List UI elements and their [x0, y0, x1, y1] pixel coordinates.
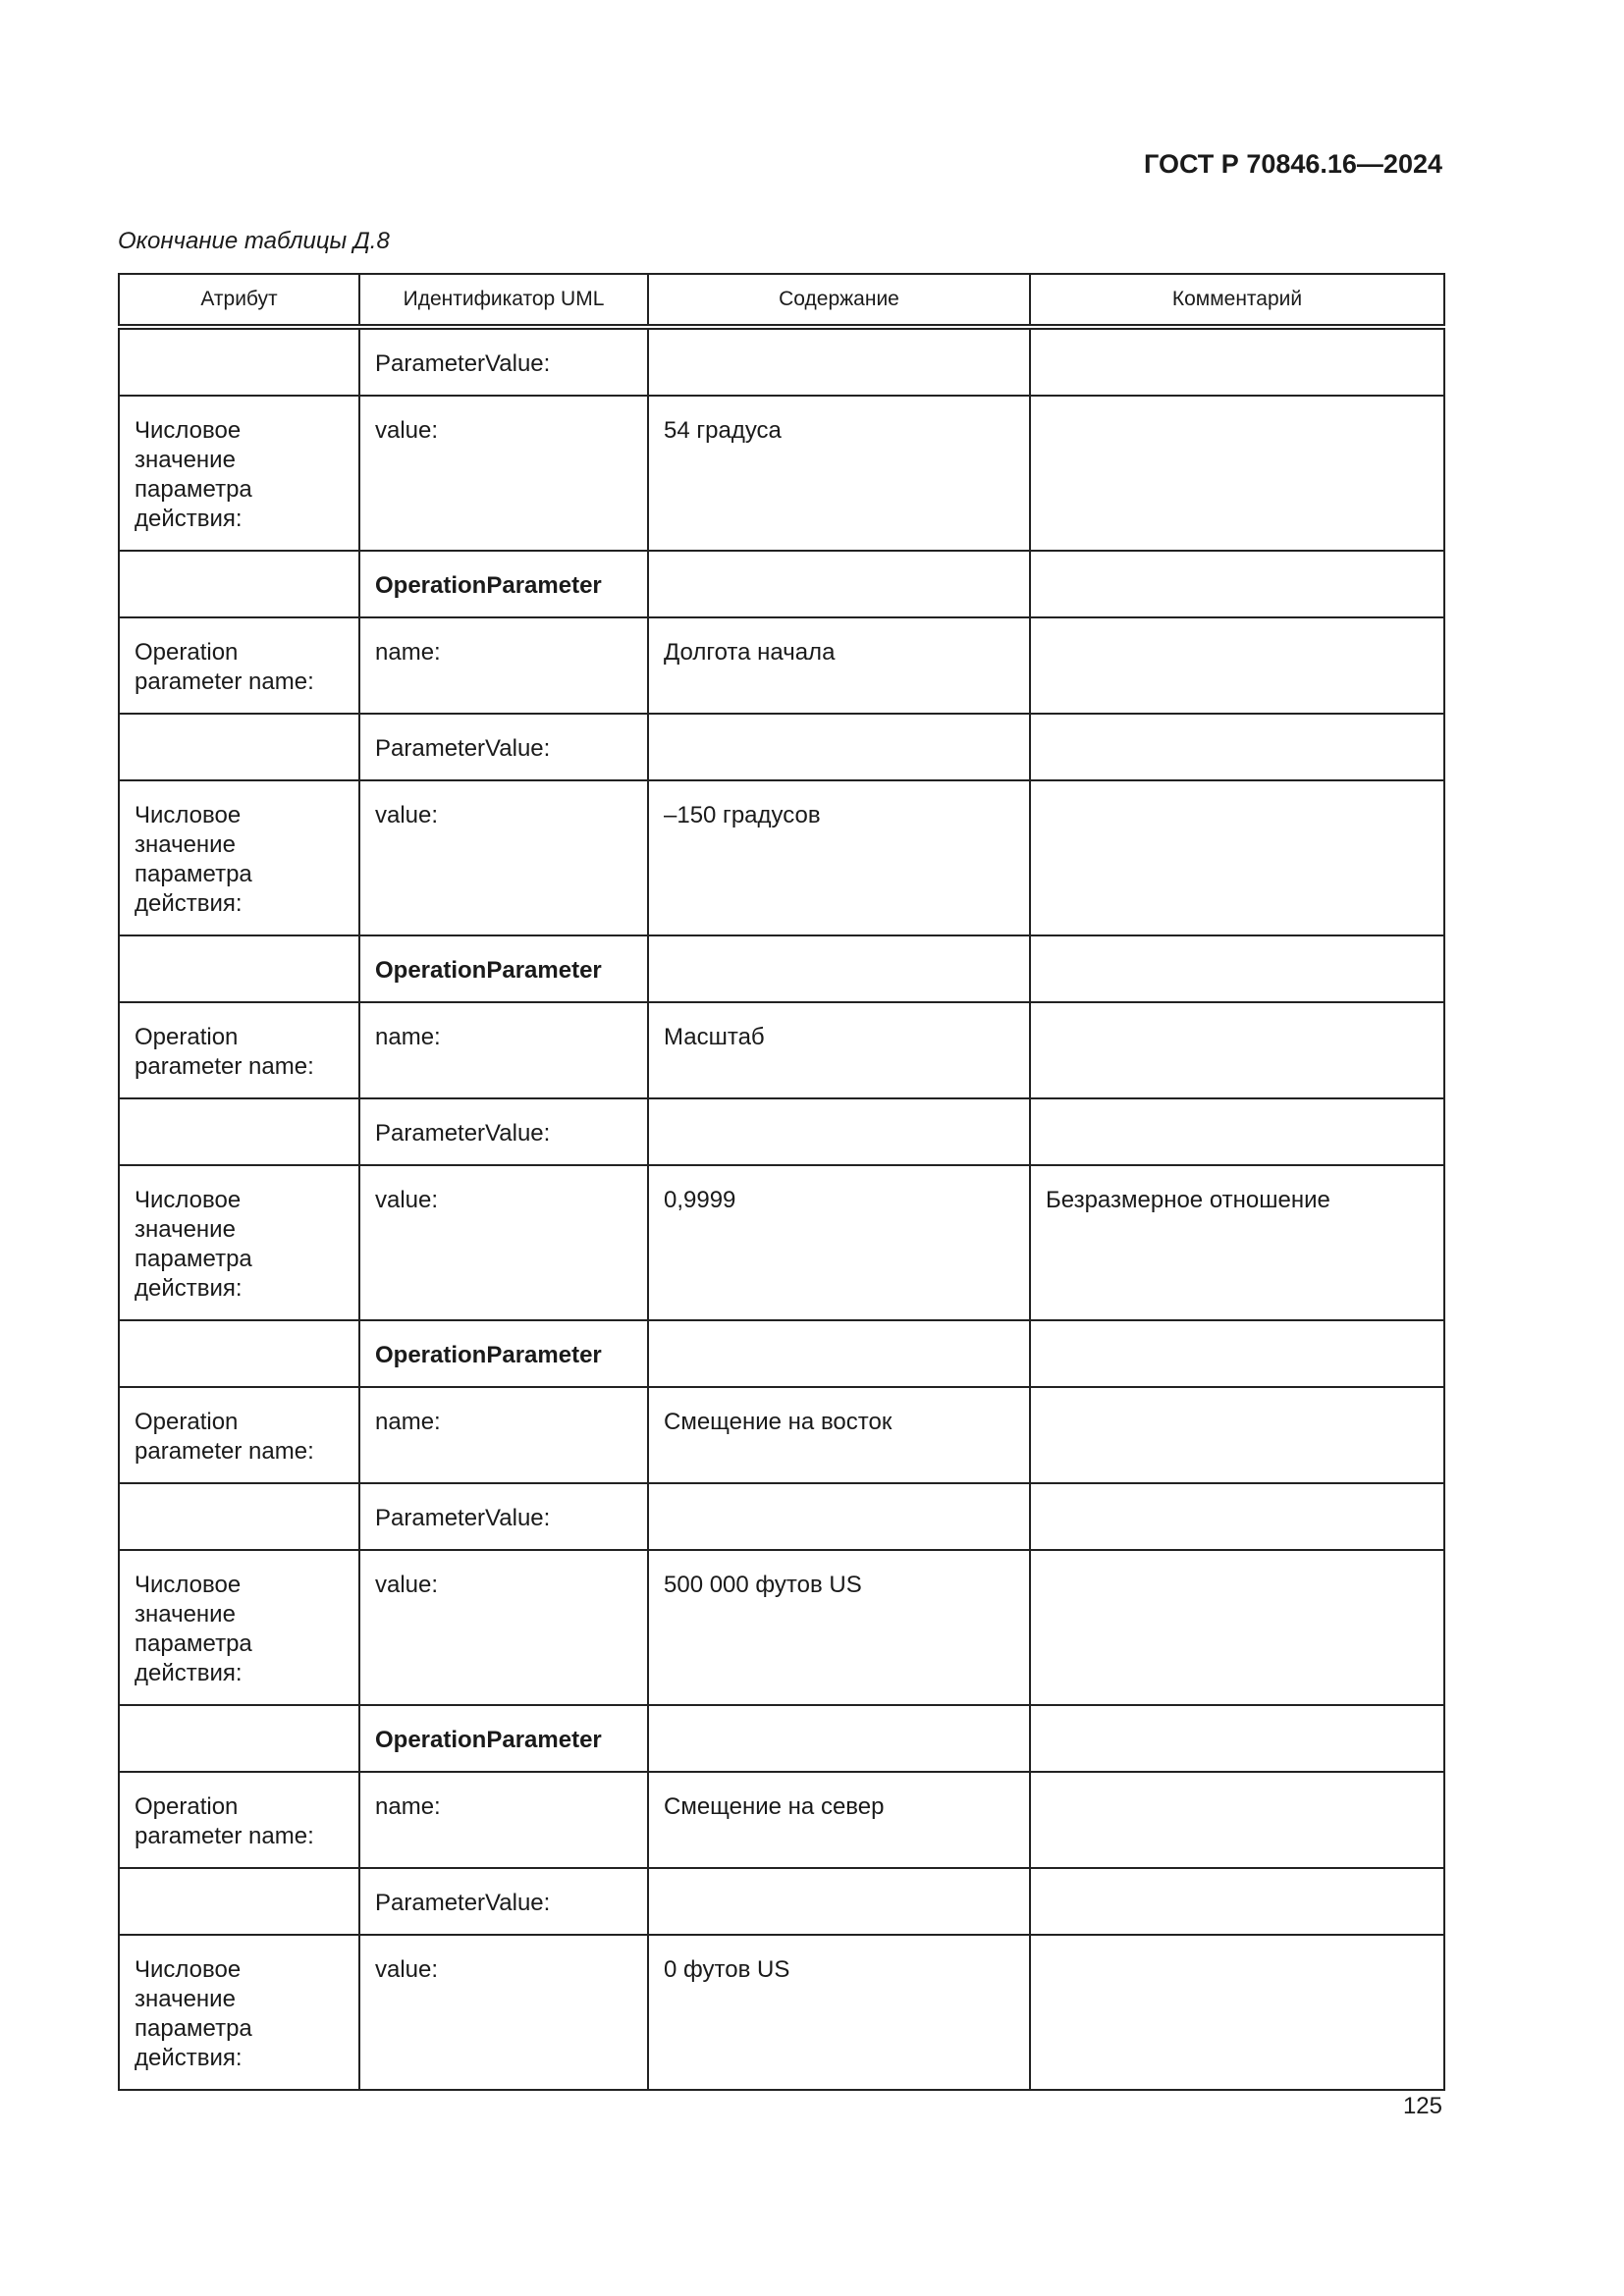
table-row: ParameterValue:	[118, 326, 1445, 397]
table-cell	[1029, 1771, 1445, 1869]
table-cell: Смещение на восток	[647, 1386, 1031, 1484]
table-row: Operation parameter name: name: Долгота на…	[118, 616, 1445, 715]
table-cell	[118, 713, 360, 781]
table-cell	[118, 934, 360, 1003]
table-cell: 54 градуса	[647, 395, 1031, 552]
table-cell	[647, 1482, 1031, 1551]
table-cell	[1029, 550, 1445, 618]
table-cell: value:	[358, 395, 649, 552]
table-row: OperationParameter	[118, 1319, 1445, 1388]
table-cell: Operation parameter name:	[118, 616, 360, 715]
table-row: OperationParameter	[118, 550, 1445, 618]
table-cell: ParameterValue:	[358, 1867, 649, 1936]
table-row: Числовое значение параметра действия: val…	[118, 395, 1445, 552]
table-cell: 0 футов US	[647, 1934, 1031, 2091]
table-cell: –150 градусов	[647, 779, 1031, 936]
table-cell: ParameterValue:	[358, 1097, 649, 1166]
table-cell: Смещение на север	[647, 1771, 1031, 1869]
table-cell	[118, 1319, 360, 1388]
table-cell	[1029, 713, 1445, 781]
column-header: Содержание	[647, 273, 1031, 330]
table-cell: Числовое значение параметра действия:	[118, 779, 360, 936]
table-cell: 0,9999	[647, 1164, 1031, 1321]
table-row: ParameterValue:	[118, 1867, 1445, 1936]
table-cell	[647, 713, 1031, 781]
table-cell: Числовое значение параметра действия:	[118, 1164, 360, 1321]
table-cell	[1029, 934, 1445, 1003]
table-cell	[118, 1704, 360, 1773]
table-cell	[118, 1482, 360, 1551]
table-cell: value:	[358, 1164, 649, 1321]
table-cell: value:	[358, 1934, 649, 2091]
column-header: Комментарий	[1029, 273, 1445, 330]
table-cell: name:	[358, 1771, 649, 1869]
table-cell	[118, 1097, 360, 1166]
table-row: Числовое значение параметра действия: val…	[118, 1549, 1445, 1706]
table-cell: Числовое значение параметра действия:	[118, 395, 360, 552]
table-cell: ParameterValue:	[358, 713, 649, 781]
table-cell	[118, 1867, 360, 1936]
table-cell: Числовое значение параметра действия:	[118, 1549, 360, 1706]
table-cell: OperationParameter	[358, 1319, 649, 1388]
table-cell	[1029, 1867, 1445, 1936]
table-row: OperationParameter	[118, 934, 1445, 1003]
table-cell: Operation parameter name:	[118, 1001, 360, 1099]
table-cell: OperationParameter	[358, 550, 649, 618]
table-cell	[1029, 1001, 1445, 1099]
table-cell	[1029, 1704, 1445, 1773]
table-cell	[1029, 1097, 1445, 1166]
table-cell: Числовое значение параметра действия:	[118, 1934, 360, 2091]
table-cell	[1029, 1934, 1445, 2091]
column-header: Идентификатор UML	[358, 273, 649, 330]
table-cell	[1029, 1482, 1445, 1551]
table-cell: value:	[358, 779, 649, 936]
table-row: ParameterValue:	[118, 1482, 1445, 1551]
table-cell	[647, 550, 1031, 618]
table-row: Operation parameter name: name: Смещение н…	[118, 1771, 1445, 1869]
table-cell: Operation parameter name:	[118, 1386, 360, 1484]
table-header-row: Атрибут Идентификатор UML Содержание Коммен…	[118, 273, 1445, 330]
table-cell: ParameterValue:	[358, 1482, 649, 1551]
table-row: Operation parameter name: name: Смещение н…	[118, 1386, 1445, 1484]
table-cell: name:	[358, 616, 649, 715]
table-cell: Долгота начала	[647, 616, 1031, 715]
table-cell	[647, 1704, 1031, 1773]
table-cell: name:	[358, 1386, 649, 1484]
table-cell: name:	[358, 1001, 649, 1099]
table-cell: 500 000 футов US	[647, 1549, 1031, 1706]
table-cell	[1029, 326, 1445, 397]
table-cell	[647, 1867, 1031, 1936]
table-cell	[647, 1319, 1031, 1388]
table-cell: value:	[358, 1549, 649, 1706]
table-cell: Масштаб	[647, 1001, 1031, 1099]
table-cell	[118, 326, 360, 397]
table-row: Числовое значение параметра действия: val…	[118, 1934, 1445, 2091]
table-row: Числовое значение параметра действия: val…	[118, 779, 1445, 936]
table-row: OperationParameter	[118, 1704, 1445, 1773]
table-row: Числовое значение параметра действия: val…	[118, 1164, 1445, 1321]
table-caption: Окончание таблицы Д.8	[118, 228, 390, 254]
table-cell	[1029, 779, 1445, 936]
table-cell: OperationParameter	[358, 1704, 649, 1773]
parameters-table: Атрибут Идентификатор UML Содержание Коммен…	[118, 273, 1445, 2091]
table-row: ParameterValue:	[118, 1097, 1445, 1166]
table-cell: Operation parameter name:	[118, 1771, 360, 1869]
table-cell	[1029, 395, 1445, 552]
table-cell	[1029, 1319, 1445, 1388]
column-header: Атрибут	[118, 273, 360, 330]
table-cell	[1029, 1549, 1445, 1706]
table-cell	[647, 1097, 1031, 1166]
table-row: Operation parameter name: name: Масштаб	[118, 1001, 1445, 1099]
table-cell: ParameterValue:	[358, 326, 649, 397]
page-number: 125	[1402, 2093, 1442, 2119]
table-cell: Безразмерное отношение	[1029, 1164, 1445, 1321]
table-cell	[118, 550, 360, 618]
table-cell: OperationParameter	[358, 934, 649, 1003]
table-cell	[647, 934, 1031, 1003]
table-cell	[647, 326, 1031, 397]
document-code: ГОСТ Р 70846.16—2024	[1144, 149, 1442, 179]
table-cell	[1029, 1386, 1445, 1484]
table-row: ParameterValue:	[118, 713, 1445, 781]
table-cell	[1029, 616, 1445, 715]
